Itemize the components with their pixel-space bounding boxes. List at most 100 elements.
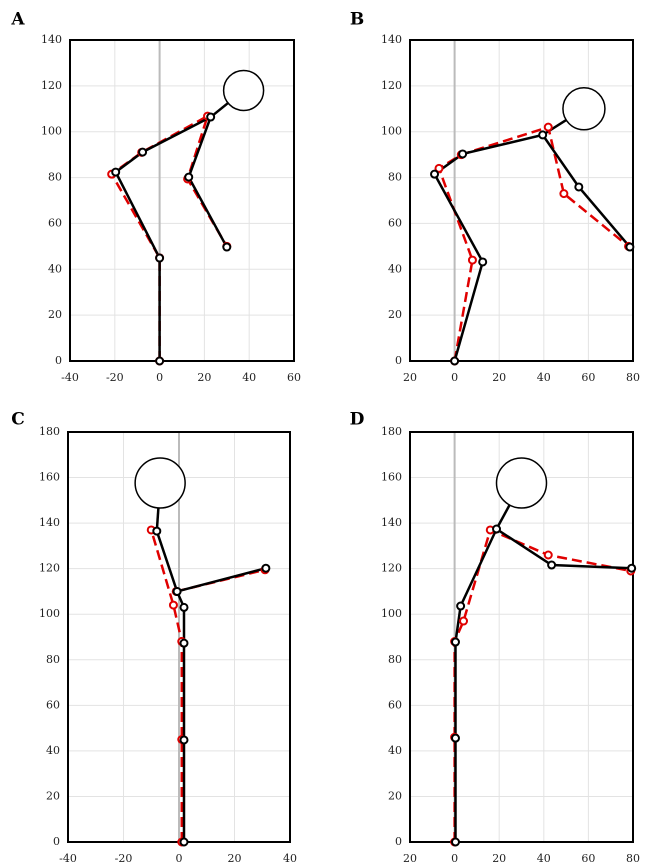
stick-line bbox=[437, 125, 630, 362]
panel-label: C bbox=[11, 410, 25, 430]
joint bbox=[179, 837, 189, 847]
head bbox=[134, 457, 186, 509]
panel-label: D bbox=[350, 410, 365, 430]
x-tick-label: 40 bbox=[242, 371, 256, 384]
x-tick-label: 0 bbox=[451, 371, 458, 384]
joint bbox=[168, 600, 178, 610]
joint bbox=[179, 735, 189, 745]
joint bbox=[138, 147, 148, 157]
plot-frame bbox=[409, 39, 634, 362]
stick-line bbox=[110, 113, 228, 361]
y-tick-label: 120 bbox=[381, 79, 402, 92]
y-tick-label: 80 bbox=[388, 653, 402, 666]
head bbox=[562, 87, 606, 131]
x-tick-label: -20 bbox=[106, 371, 124, 384]
y-tick-label: 40 bbox=[388, 744, 402, 757]
joint bbox=[222, 242, 232, 252]
x-tick-label: 20 bbox=[403, 371, 417, 384]
x-tick-label: -40 bbox=[61, 371, 79, 384]
joint bbox=[492, 524, 502, 534]
x-tick-label: 40 bbox=[537, 371, 551, 384]
stick-line bbox=[453, 528, 632, 842]
y-tick-label: 80 bbox=[388, 171, 402, 184]
y-tick-label: 160 bbox=[381, 471, 402, 484]
y-tick-label: 160 bbox=[39, 471, 60, 484]
joint bbox=[261, 563, 271, 573]
joint bbox=[478, 257, 488, 267]
y-tick-label: 180 bbox=[39, 425, 60, 438]
y-tick-label: 20 bbox=[46, 789, 60, 802]
x-tick-label: 20 bbox=[403, 852, 417, 865]
y-tick-label: 40 bbox=[388, 262, 402, 275]
y-tick-label: 100 bbox=[41, 125, 62, 138]
y-tick-label: 40 bbox=[46, 744, 60, 757]
y-tick-label: 140 bbox=[381, 33, 402, 46]
joint bbox=[456, 601, 466, 611]
x-tick-label: 80 bbox=[626, 852, 640, 865]
head bbox=[222, 69, 265, 112]
joint bbox=[559, 189, 569, 199]
x-tick-label: 40 bbox=[283, 852, 297, 865]
joint bbox=[155, 356, 165, 366]
stick-line bbox=[114, 114, 228, 361]
x-tick-label: -20 bbox=[115, 852, 133, 865]
joint bbox=[155, 253, 165, 263]
joint bbox=[574, 182, 584, 192]
joint bbox=[625, 242, 635, 252]
x-tick-label: 80 bbox=[626, 371, 640, 384]
x-tick-label: 0 bbox=[176, 852, 183, 865]
x-tick-label: 20 bbox=[197, 371, 211, 384]
joint bbox=[152, 526, 162, 536]
joint bbox=[458, 149, 468, 159]
joint bbox=[547, 560, 557, 570]
y-tick-label: 60 bbox=[46, 698, 60, 711]
joint bbox=[467, 255, 477, 265]
joint bbox=[179, 638, 189, 648]
plot-frame bbox=[409, 431, 634, 843]
y-tick-label: 140 bbox=[381, 516, 402, 529]
y-tick-label: 120 bbox=[39, 562, 60, 575]
x-tick-label: 0 bbox=[451, 852, 458, 865]
stick-line bbox=[155, 530, 267, 842]
joint bbox=[430, 169, 440, 179]
y-tick-label: 80 bbox=[46, 653, 60, 666]
x-tick-label: 40 bbox=[537, 852, 551, 865]
joint bbox=[450, 733, 460, 743]
stick-line bbox=[432, 133, 631, 362]
stick-line bbox=[150, 529, 266, 842]
y-tick-label: 100 bbox=[381, 125, 402, 138]
joint bbox=[543, 122, 553, 132]
head bbox=[495, 457, 548, 509]
joint bbox=[538, 130, 548, 140]
y-tick-label: 140 bbox=[41, 33, 62, 46]
y-tick-label: 20 bbox=[48, 308, 62, 321]
panel-label: A bbox=[10, 10, 25, 30]
joint bbox=[179, 602, 189, 612]
panel-label: B bbox=[350, 10, 364, 30]
joint bbox=[450, 356, 460, 366]
joint bbox=[434, 163, 444, 173]
joint bbox=[627, 563, 637, 573]
joint bbox=[450, 637, 460, 647]
y-tick-label: 0 bbox=[53, 835, 60, 848]
y-tick-label: 120 bbox=[381, 562, 402, 575]
x-tick-label: 60 bbox=[581, 371, 595, 384]
y-tick-label: 100 bbox=[39, 607, 60, 620]
y-tick-label: 60 bbox=[388, 216, 402, 229]
y-tick-label: 20 bbox=[388, 789, 402, 802]
y-tick-label: 80 bbox=[48, 171, 62, 184]
x-tick-label: 60 bbox=[287, 371, 301, 384]
joint bbox=[111, 167, 121, 177]
y-tick-label: 20 bbox=[388, 308, 402, 321]
x-tick-label: 0 bbox=[156, 371, 163, 384]
x-tick-label: 60 bbox=[581, 852, 595, 865]
joint bbox=[172, 586, 182, 596]
x-tick-label: 20 bbox=[492, 852, 506, 865]
y-tick-label: 100 bbox=[381, 607, 402, 620]
x-tick-label: -40 bbox=[59, 852, 77, 865]
y-tick-label: 180 bbox=[381, 425, 402, 438]
y-tick-label: 140 bbox=[39, 516, 60, 529]
y-tick-label: 0 bbox=[395, 835, 402, 848]
x-tick-label: 20 bbox=[492, 371, 506, 384]
